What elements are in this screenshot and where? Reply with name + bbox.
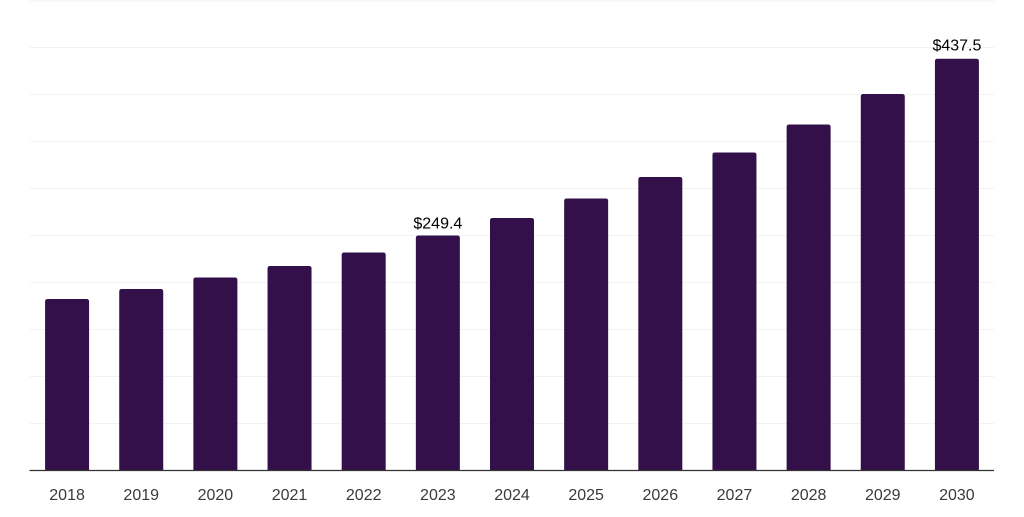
svg-text:2030: 2030 — [939, 487, 975, 504]
svg-text:2027: 2027 — [717, 487, 753, 504]
svg-text:2024: 2024 — [494, 487, 530, 504]
svg-text:2023: 2023 — [420, 487, 456, 504]
svg-text:$437.5: $437.5 — [932, 38, 981, 55]
svg-text:$249.4: $249.4 — [413, 216, 462, 233]
svg-text:2019: 2019 — [123, 487, 159, 504]
svg-text:2018: 2018 — [49, 487, 85, 504]
svg-text:2028: 2028 — [791, 487, 827, 504]
svg-text:2025: 2025 — [568, 487, 604, 504]
svg-text:2029: 2029 — [865, 487, 901, 504]
svg-text:2020: 2020 — [198, 487, 234, 504]
svg-text:2021: 2021 — [272, 487, 308, 504]
svg-text:2022: 2022 — [346, 487, 382, 504]
svg-text:2026: 2026 — [643, 487, 679, 504]
